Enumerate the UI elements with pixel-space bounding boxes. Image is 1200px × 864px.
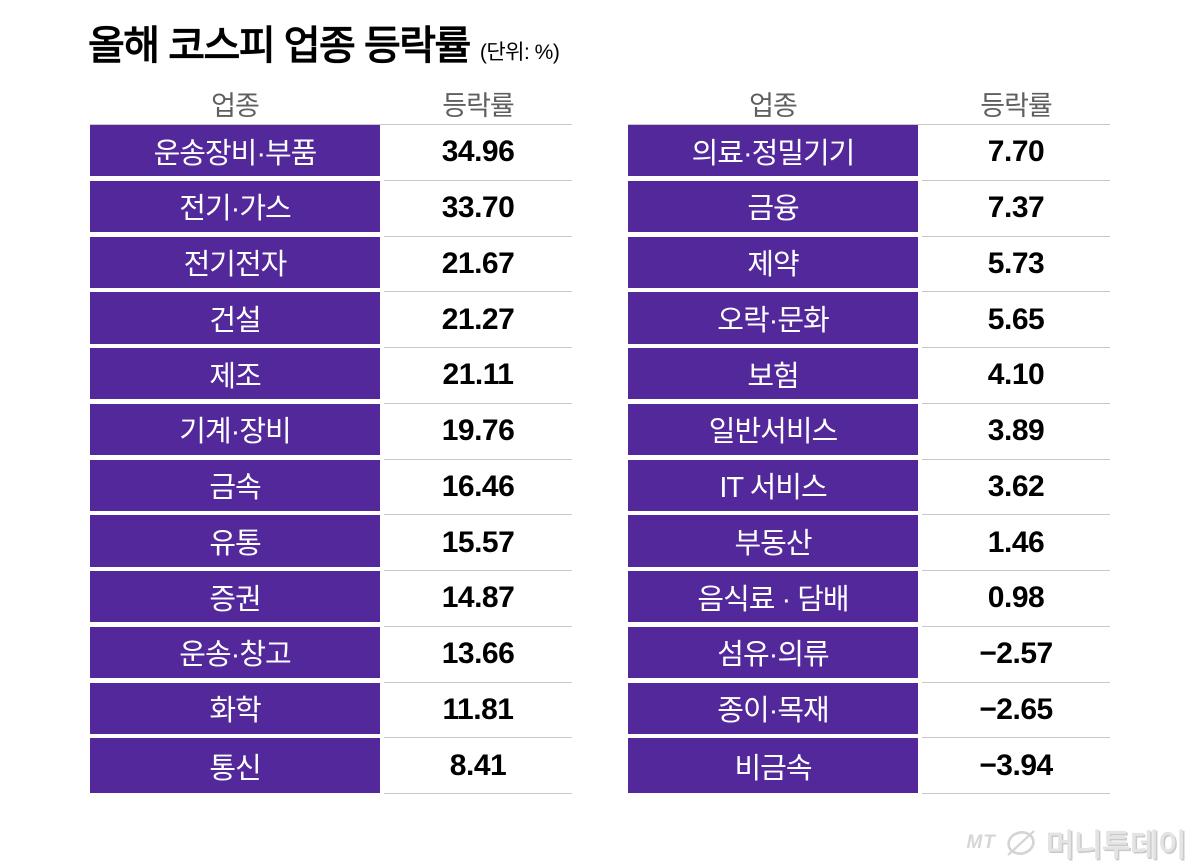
rate-cell: 4.10: [922, 348, 1110, 404]
mt-monogram: MT: [966, 831, 996, 853]
rate-cell: 0.98: [922, 571, 1110, 627]
sector-cell: 종이·목재: [628, 682, 918, 734]
rate-cell: 7.70: [922, 125, 1110, 181]
table-row: 의료·정밀기기 7.70: [628, 125, 1110, 181]
table-row: 건설 21.27: [90, 292, 572, 348]
table-row: 제조 21.11: [90, 348, 572, 404]
table-row: 금속 16.46: [90, 459, 572, 516]
column-header-sector: 업종: [211, 90, 260, 121]
table-row: 오락·문화 5.65: [628, 292, 1110, 348]
sector-cell: 금속: [90, 459, 380, 511]
table-row: 전기·가스 33.70: [90, 180, 572, 237]
column-header-rate: 등락률: [980, 90, 1053, 121]
rate-cell: 21.11: [384, 348, 572, 404]
sector-cell: 유통: [90, 515, 380, 567]
sector-cell: 전기전자: [90, 236, 380, 288]
table-row: 제약 5.73: [628, 236, 1110, 293]
rate-cell: 14.87: [384, 571, 572, 627]
page-title: 올해 코스피 업종 등락률: [88, 24, 471, 68]
sector-cell: 제조: [90, 348, 380, 400]
rate-cell: −2.57: [922, 627, 1110, 683]
rate-cell: 19.76: [384, 404, 572, 460]
moneytoday-logo: MT 머니투데이: [966, 820, 1186, 864]
table-row: 운송장비·부품 34.96: [90, 125, 572, 181]
table-row: 음식료 · 담배 0.98: [628, 571, 1110, 627]
rate-cell: 3.89: [922, 404, 1110, 460]
column-header-sector: 업종: [749, 90, 798, 121]
sector-cell: 금융: [628, 180, 918, 232]
sector-table-left: 업종 등락률 운송장비·부품 34.96 전기·가스 33.70 전기전자 21.67 건설…: [90, 82, 572, 794]
table-row: 유통 15.57: [90, 515, 572, 571]
sector-cell: 운송·창고: [90, 626, 380, 678]
sector-cell: 일반서비스: [628, 403, 918, 455]
sector-cell: 보험: [628, 348, 918, 400]
unit-label: (단위: %): [479, 41, 560, 64]
sector-cell: 전기·가스: [90, 180, 380, 232]
sector-cell: 섬유·의류: [628, 626, 918, 678]
table-row: 통신 8.41: [90, 738, 572, 794]
rate-cell: 33.70: [384, 181, 572, 237]
rate-cell: 5.65: [922, 292, 1110, 348]
sector-cell: 비금속: [628, 738, 918, 793]
table-row: 부동산 1.46: [628, 515, 1110, 571]
rate-cell: 8.41: [384, 738, 572, 794]
table-row: 보험 4.10: [628, 348, 1110, 404]
table-body: 의료·정밀기기 7.70 금융 7.37 제약 5.73 오락·문화 5.65 보험 4.10 일반…: [628, 124, 1110, 794]
sector-cell: 증권: [90, 571, 380, 623]
rate-cell: 13.66: [384, 627, 572, 683]
sector-cell: 부동산: [628, 515, 918, 567]
logo-text: 머니투데이: [1045, 828, 1187, 863]
rate-cell: 16.46: [384, 460, 572, 516]
rate-cell: 34.96: [384, 125, 572, 181]
table-row: 비금속 −3.94: [628, 738, 1110, 794]
sector-cell: 오락·문화: [628, 292, 918, 344]
sector-cell: 통신: [90, 738, 380, 793]
sector-cell: 음식료 · 담배: [628, 571, 918, 623]
table-row: 운송·창고 13.66: [90, 626, 572, 683]
rate-cell: 7.37: [922, 181, 1110, 237]
sector-cell: 기계·장비: [90, 403, 380, 455]
table-row: 금융 7.37: [628, 180, 1110, 237]
table-row: 일반서비스 3.89: [628, 403, 1110, 460]
rate-cell: 21.27: [384, 292, 572, 348]
rate-cell: 1.46: [922, 515, 1110, 571]
table-body: 운송장비·부품 34.96 전기·가스 33.70 전기전자 21.67 건설 21.27 제조…: [90, 124, 572, 794]
sector-cell: 운송장비·부품: [90, 125, 380, 177]
rate-cell: 21.67: [384, 237, 572, 293]
sector-cell: 의료·정밀기기: [628, 125, 918, 177]
table-row: 섬유·의류 −2.57: [628, 626, 1110, 683]
table-header: 업종 등락률: [628, 82, 1110, 124]
rate-cell: −3.94: [922, 738, 1110, 794]
table-row: IT 서비스 3.62: [628, 459, 1110, 516]
rate-cell: −2.65: [922, 683, 1110, 739]
sector-table-right: 업종 등락률 의료·정밀기기 7.70 금융 7.37 제약 5.73 오락·문화 5.65 보…: [628, 82, 1110, 794]
sector-cell: IT 서비스: [628, 459, 918, 511]
sector-cell: 화학: [90, 682, 380, 734]
sector-cell: 제약: [628, 236, 918, 288]
sector-cell: 건설: [90, 292, 380, 344]
rate-cell: 11.81: [384, 683, 572, 739]
table-row: 증권 14.87: [90, 571, 572, 627]
rate-cell: 15.57: [384, 515, 572, 571]
table-row: 기계·장비 19.76: [90, 403, 572, 460]
table-header: 업종 등락률: [90, 82, 572, 124]
table-row: 전기전자 21.67: [90, 236, 572, 293]
table-row: 화학 11.81: [90, 682, 572, 739]
table-row: 종이·목재 −2.65: [628, 682, 1110, 739]
title-row: 올해 코스피 업종 등락률 (단위: %): [88, 13, 560, 71]
rate-cell: 3.62: [922, 460, 1110, 516]
rate-cell: 5.73: [922, 237, 1110, 293]
column-header-rate: 등락률: [442, 90, 515, 121]
slashed-circle-icon: [1007, 829, 1035, 856]
